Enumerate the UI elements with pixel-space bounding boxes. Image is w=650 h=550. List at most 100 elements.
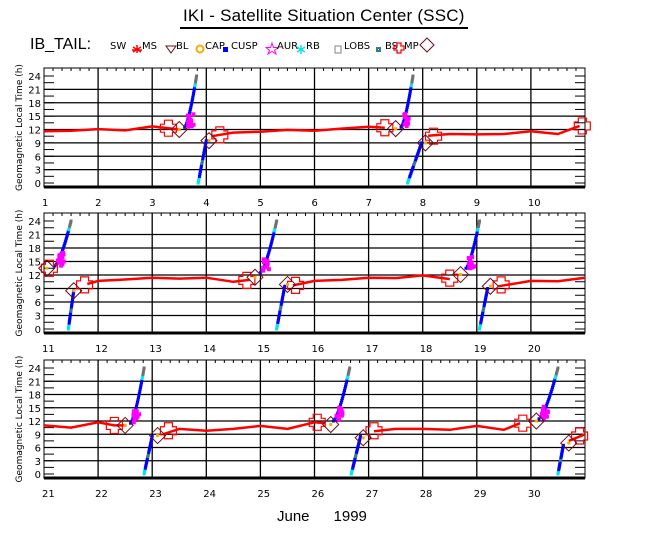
orbit-point: [283, 284, 287, 288]
aurora-point: [187, 114, 192, 119]
orbit-point: [140, 377, 144, 381]
y-tick-label: 21: [28, 85, 41, 96]
x-tick-label: 10: [528, 198, 541, 209]
orbit-point: [200, 163, 204, 167]
orbit-point: [344, 382, 348, 386]
orbit-point: [190, 100, 194, 104]
orbit-point: [194, 76, 198, 80]
x-tick-label: 30: [528, 489, 541, 500]
y-tick-label: 9: [35, 430, 41, 441]
bl-crossing-diamond: [37, 259, 56, 277]
orbit-point: [279, 302, 283, 306]
cap-point: [156, 434, 160, 438]
x-tick-label: 26: [312, 489, 325, 500]
orbit-point: [482, 302, 486, 306]
orbit-point: [406, 104, 410, 108]
orbit-point: [61, 247, 65, 251]
orbit-point: [482, 305, 486, 309]
orbit-point: [476, 228, 480, 232]
orbit-point: [408, 175, 412, 179]
legend-item-bs: BS: [385, 41, 399, 52]
x-tick-label: 19: [474, 344, 487, 355]
orbit-point: [136, 396, 140, 400]
mp-crossing-marker: [159, 422, 178, 440]
orbit-point: [476, 226, 480, 230]
legend-lobs-square-icon: [334, 45, 342, 54]
orbit-point: [482, 307, 486, 311]
legend-cap-circle-ring-icon: [195, 44, 205, 54]
orbit-point: [416, 152, 420, 156]
orbit-point: [203, 147, 207, 151]
aurora-point: [541, 411, 546, 416]
legend-item-lobs: LOBS: [344, 41, 371, 52]
orbit-point: [280, 297, 284, 301]
mp-crossing-marker: [159, 119, 178, 137]
orbit-point: [481, 311, 485, 315]
orbit-point: [278, 311, 282, 315]
orbit-point: [473, 241, 477, 245]
orbit-point: [555, 370, 559, 374]
bl-crossing-diamond: [416, 134, 435, 152]
orbit-point: [484, 296, 488, 300]
orbit-point: [270, 237, 274, 241]
x-tick-label: 1: [42, 198, 48, 209]
cap-point: [207, 139, 211, 143]
sw-track: [292, 274, 450, 287]
orbit-point: [473, 239, 477, 243]
orbit-point: [63, 242, 67, 245]
orbit-point: [65, 233, 69, 237]
orbit-point: [134, 406, 138, 410]
orbit-point: [410, 80, 414, 84]
legend-item-rb: RB: [306, 41, 320, 52]
aurora-point: [186, 122, 191, 127]
orbit-point: [184, 123, 188, 127]
bl-crossing-diamond: [527, 412, 546, 430]
bl-crossing-diamond: [65, 282, 83, 300]
orbit-point: [273, 227, 277, 231]
aurora-point: [337, 413, 342, 418]
orbit-point: [545, 403, 549, 407]
aurora-point: [470, 255, 475, 260]
orbit-point: [555, 368, 559, 372]
orbit-point: [408, 90, 412, 94]
orbit-point: [199, 165, 203, 169]
sw-track: [43, 421, 126, 429]
sw-track: [373, 422, 521, 433]
orbit-point: [553, 376, 557, 380]
orbit-point: [141, 372, 145, 376]
orbit-point: [137, 391, 141, 395]
orbit-point: [140, 379, 144, 383]
mp-crossing-marker: [514, 414, 532, 432]
orbit-point: [480, 313, 484, 317]
x-tick-label: 11: [42, 344, 55, 355]
orbit-point: [546, 399, 550, 403]
bl-crossing-diamond: [322, 415, 340, 434]
orbit-point: [554, 374, 558, 378]
mp-crossing-marker: [424, 127, 443, 145]
orbit-point: [339, 401, 343, 405]
orbit-point: [202, 152, 206, 156]
aurora-point: [131, 413, 136, 418]
orbit-point: [197, 178, 201, 182]
y-axis-label: Geomagnetic Local Time (h): [15, 210, 25, 337]
orbit-point: [281, 292, 285, 296]
sw-track: [43, 125, 180, 133]
orbit-point: [358, 434, 362, 438]
aurora-point: [131, 420, 136, 425]
orbit-point: [266, 253, 270, 257]
bl-crossing-diamond: [116, 416, 134, 435]
orbit-point: [141, 370, 145, 374]
orbit-point: [474, 237, 478, 241]
orbit-point: [196, 181, 200, 185]
orbit-point: [202, 148, 206, 152]
y-tick-label: 0: [35, 179, 41, 190]
legend-label: IB_TAIL:: [30, 36, 92, 53]
orbit-point: [269, 241, 273, 245]
orbit-point: [201, 153, 205, 157]
orbit-point: [197, 174, 201, 178]
y-tick-label: 12: [28, 126, 41, 137]
orbit-point: [553, 378, 557, 382]
orbit-point: [480, 316, 484, 320]
bl-crossing-diamond: [246, 268, 264, 286]
